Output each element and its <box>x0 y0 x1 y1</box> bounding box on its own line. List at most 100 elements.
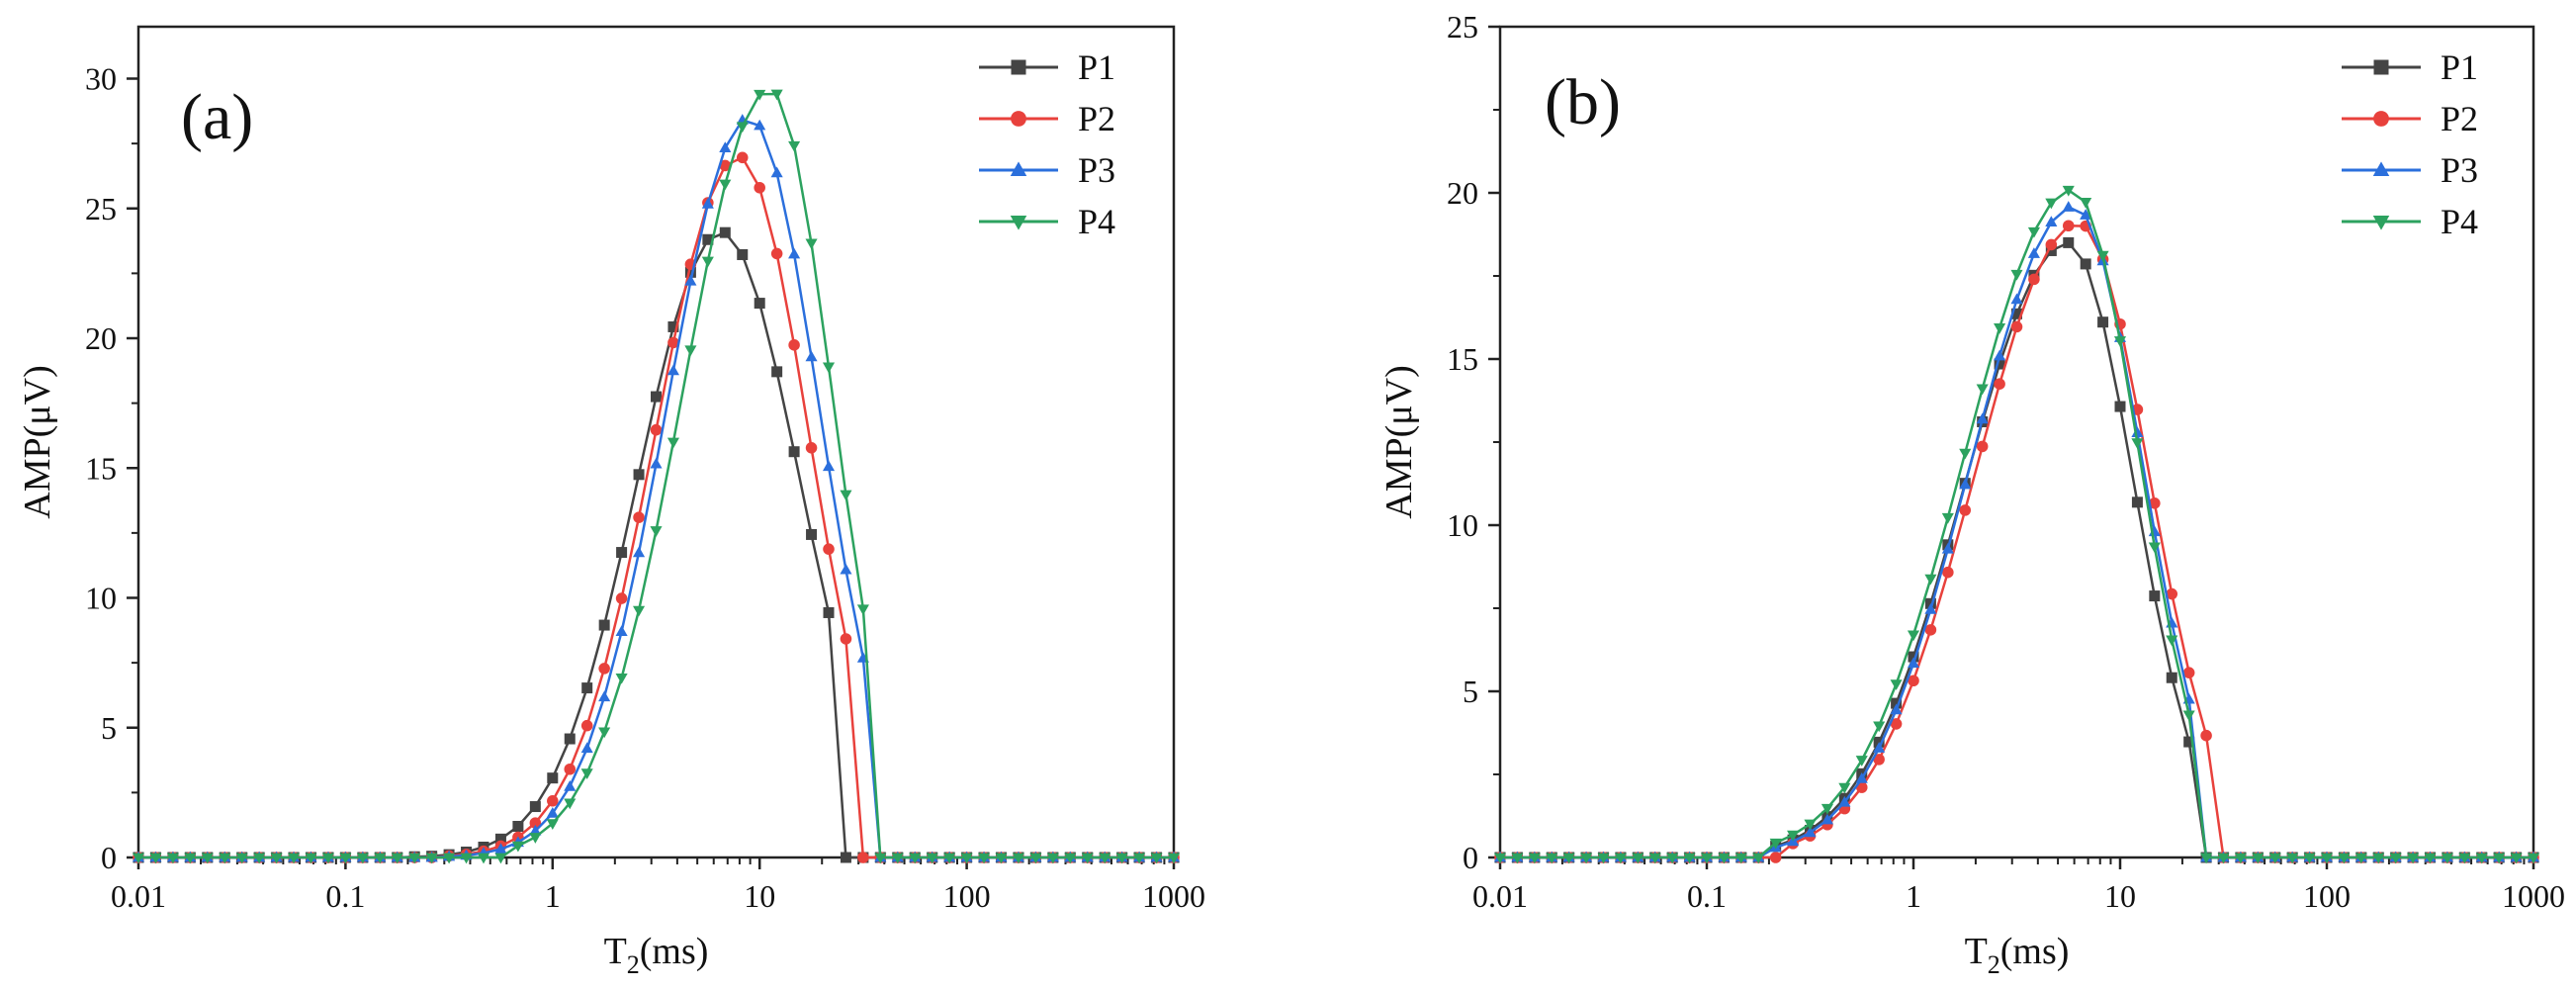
data-point <box>564 798 577 810</box>
data-point <box>2045 198 2058 210</box>
data-point <box>1528 853 1541 864</box>
data-point <box>2045 216 2058 226</box>
data-point <box>788 140 801 152</box>
data-point <box>253 853 266 864</box>
data-point <box>1099 853 1111 864</box>
data-point <box>788 446 800 458</box>
data-point <box>1924 624 1937 636</box>
data-point <box>615 625 628 637</box>
series-line-p4 <box>1500 188 2533 859</box>
data-point <box>598 727 611 739</box>
data-point <box>666 364 679 376</box>
data-point <box>391 853 403 864</box>
data-point <box>1150 853 1163 864</box>
data-point <box>633 511 645 523</box>
data-point <box>737 248 749 260</box>
legend-marker <box>1011 59 1026 75</box>
data-point <box>443 853 456 864</box>
data-point <box>2510 853 2523 864</box>
x-tick-label: 0.01 <box>111 878 166 914</box>
data-point <box>598 663 610 675</box>
data-point <box>2045 238 2058 251</box>
data-point <box>598 619 610 631</box>
data-point <box>2114 401 2126 412</box>
data-point <box>2027 226 2040 238</box>
data-point <box>2131 438 2144 449</box>
data-point <box>857 852 869 863</box>
data-point <box>1064 853 1077 864</box>
y-tick-label: 5 <box>101 710 117 746</box>
data-point <box>2131 496 2143 508</box>
data-point <box>529 833 542 844</box>
y-tick-label: 10 <box>85 581 117 616</box>
data-point <box>2113 336 2127 347</box>
chart-panel-1: 0.01 0.1 1 10 100 1000 0 5 10 15 20 25 30 T2(ms) AMP(μ… <box>17 25 1205 979</box>
data-point <box>425 853 438 864</box>
data-point <box>305 853 317 864</box>
data-point <box>1769 838 1782 850</box>
data-point <box>288 853 301 864</box>
x-tick-label: 1000 <box>2502 878 2565 914</box>
data-point <box>943 853 956 864</box>
data-point <box>2149 497 2161 509</box>
data-point <box>2182 710 2195 722</box>
data-point <box>1890 679 1903 690</box>
data-point <box>1752 853 1765 864</box>
legend-label: P2 <box>1078 99 1115 138</box>
data-point <box>2148 542 2161 554</box>
series-p3 <box>132 114 1181 862</box>
data-point <box>2096 250 2109 262</box>
data-point <box>615 673 628 684</box>
data-point <box>477 853 490 864</box>
data-point <box>2303 853 2316 864</box>
data-point <box>1666 853 1679 864</box>
legend-marker <box>1010 161 1027 176</box>
chart-panel-2: 0.01 0.1 1 10 100 1000 0 5 10 15 20 25 T2(ms) AMP(μV)… <box>1378 9 2565 979</box>
data-point <box>1029 853 1042 864</box>
data-point <box>840 852 851 863</box>
legend-label: P3 <box>2441 150 2478 190</box>
series-p2 <box>133 151 1180 863</box>
data-point <box>1924 603 1937 614</box>
data-point <box>564 763 577 775</box>
data-point <box>840 563 852 575</box>
data-point <box>874 853 887 864</box>
data-point <box>339 853 352 864</box>
data-point <box>1648 853 1661 864</box>
data-point <box>1855 772 1868 783</box>
y-tick-label: 25 <box>1447 9 1478 45</box>
x-tick-label: 1 <box>545 878 561 914</box>
data-point <box>166 853 179 864</box>
data-point <box>1873 742 1886 753</box>
data-point <box>1167 853 1181 864</box>
data-point <box>2080 258 2091 270</box>
data-point <box>1941 542 1954 554</box>
plot-frame <box>1498 25 2535 859</box>
data-point <box>219 853 231 864</box>
data-point <box>1546 853 1558 864</box>
legend-marker <box>2372 216 2390 230</box>
data-point <box>1718 853 1731 864</box>
data-point <box>2493 853 2506 864</box>
data-point <box>1924 574 1937 586</box>
data-point <box>736 151 749 164</box>
series-p4 <box>132 89 1181 864</box>
legend-label: P2 <box>2441 99 2478 138</box>
data-point <box>770 166 783 178</box>
data-point <box>529 801 541 813</box>
data-point <box>1873 754 1885 766</box>
data-point <box>2182 667 2195 678</box>
data-point <box>754 119 766 131</box>
x-axis-title: T2(ms) <box>604 931 709 979</box>
y-axis-title: AMP(μV) <box>17 365 58 519</box>
x-tick-label: 1000 <box>1142 878 1205 914</box>
data-point <box>1614 853 1627 864</box>
data-point <box>547 772 559 784</box>
data-point <box>633 605 646 617</box>
data-point <box>840 490 852 501</box>
data-point <box>2320 853 2334 864</box>
data-point <box>2372 853 2385 864</box>
data-point <box>2062 185 2075 197</box>
